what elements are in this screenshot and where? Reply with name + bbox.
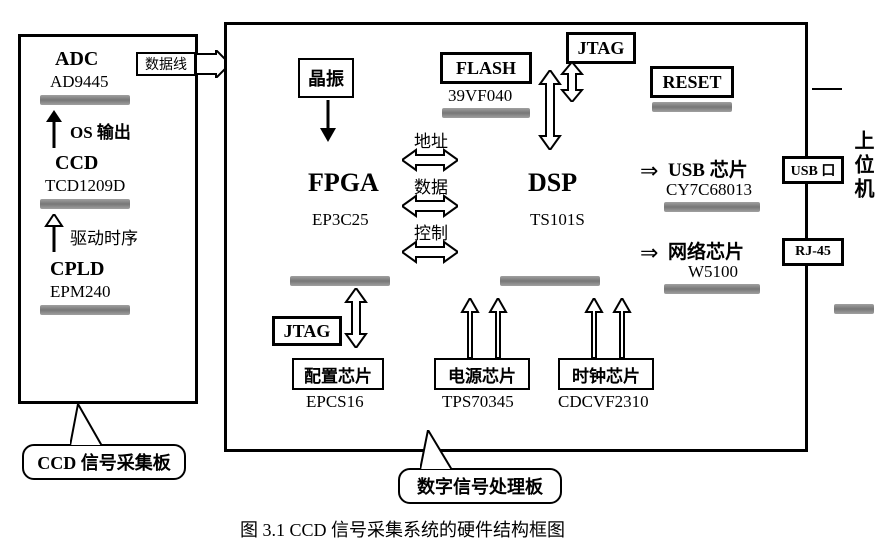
drive-timing-label: 驱动时序 (70, 224, 138, 249)
smudge-icon (40, 305, 130, 315)
smudge-icon (40, 199, 130, 209)
smudge-icon (500, 276, 600, 286)
os-output-label: OS 输出 (70, 118, 131, 143)
oscillator-box: 晶振 (298, 58, 354, 98)
host-label: 上位机 (848, 130, 877, 208)
bi-vert-arrow-icon (538, 70, 562, 150)
fpga-sub: EP3C25 (312, 210, 369, 230)
dsp-title: DSP (528, 168, 577, 198)
smudge-icon (834, 304, 874, 314)
bi-vert-arrow-icon (560, 62, 584, 102)
ccd-sub: TCD1209D (45, 176, 125, 196)
reset-box: RESET (650, 66, 734, 98)
smudge-icon (652, 102, 732, 112)
cpld-sub: EPM240 (50, 282, 110, 302)
data-line-label: 数据线 (136, 52, 196, 76)
clock-chip-box: 时钟芯片 (558, 358, 654, 390)
smudge-icon (290, 276, 390, 286)
smudge-icon (664, 284, 760, 294)
bus-data-label: 数据 (414, 173, 448, 198)
config-chip-box: 配置芯片 (292, 358, 384, 390)
up-arrow-icon (42, 110, 66, 150)
right-arrow-glyph: ⇒ (640, 240, 658, 266)
bus-addr-label: 地址 (414, 127, 448, 152)
left-callout: CCD 信号采集板 (22, 444, 186, 480)
jtag-bottom-box: JTAG (272, 316, 342, 346)
up-arrow-icon (42, 214, 66, 254)
host-text: 上位机 (848, 130, 877, 202)
diagram-root: ADC AD9445 OS 输出 CCD TCD1209D 驱动时序 CPLD … (0, 0, 877, 548)
dual-up-arrow-icon (584, 298, 632, 358)
adc-sub: AD9445 (50, 72, 109, 92)
usb-chip-sub: CY7C68013 (666, 180, 752, 200)
net-chip-title: 网络芯片 (668, 237, 744, 264)
jtag-top-box: JTAG (566, 32, 636, 64)
callout-tail-icon (420, 430, 460, 470)
power-chip-box: 电源芯片 (434, 358, 530, 390)
smudge-icon (40, 95, 130, 105)
rj45-box: RJ-45 (782, 238, 844, 266)
bi-vert-arrow-icon (344, 288, 368, 348)
power-chip-sub: TPS70345 (442, 392, 514, 412)
line-icon (812, 88, 842, 90)
dual-up-arrow-icon (460, 298, 508, 358)
config-chip-sub: EPCS16 (306, 392, 364, 412)
usb-port-box: USB 口 (782, 156, 844, 184)
flash-sub: 39VF040 (448, 86, 512, 106)
clock-chip-sub: CDCVF2310 (558, 392, 649, 412)
smudge-icon (664, 202, 760, 212)
cpld-title: CPLD (50, 258, 104, 281)
dsp-sub: TS101S (530, 210, 585, 230)
flash-box: FLASH (440, 52, 532, 84)
net-chip-sub: W5100 (688, 262, 738, 282)
ccd-title: CCD (55, 152, 98, 175)
right-arrow-glyph: ⇒ (640, 158, 658, 184)
smudge-icon (442, 108, 530, 118)
adc-title: ADC (55, 48, 98, 71)
callout-tail-icon (70, 404, 110, 446)
usb-chip-title: USB 芯片 (668, 155, 748, 182)
down-arrow-icon (318, 100, 338, 142)
right-callout: 数字信号处理板 (398, 468, 562, 504)
fpga-title: FPGA (308, 168, 379, 198)
figure-caption: 图 3.1 CCD 信号采集系统的硬件结构框图 (240, 516, 565, 542)
bus-ctrl-label: 控制 (414, 219, 448, 244)
